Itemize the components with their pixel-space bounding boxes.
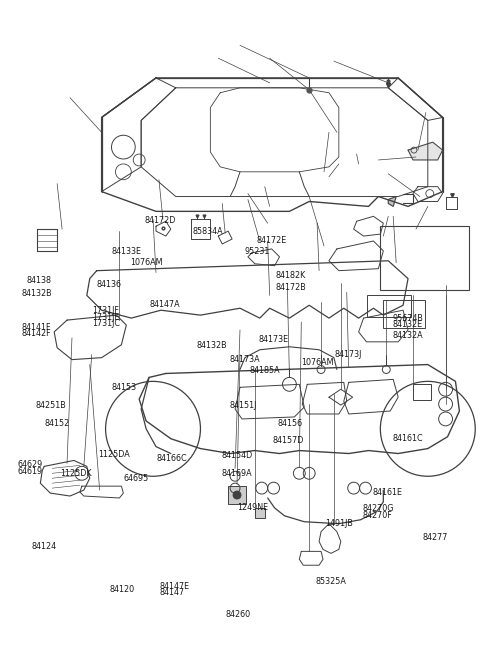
Text: 84120: 84120 (109, 585, 135, 594)
Bar (255, 508, 264, 517)
Bar (228, 486, 246, 504)
Text: 1731JC: 1731JC (92, 319, 120, 328)
Text: 84172B: 84172B (276, 283, 306, 292)
Text: 84124: 84124 (31, 542, 56, 551)
Text: 64629: 64629 (18, 460, 43, 469)
Bar (384, 301, 425, 328)
Text: 84156: 84156 (278, 419, 303, 428)
Text: 1731JE: 1731JE (92, 312, 120, 322)
Text: 84136: 84136 (96, 280, 122, 290)
Text: 84169A: 84169A (221, 470, 252, 478)
Polygon shape (408, 142, 443, 160)
Bar (367, 295, 411, 317)
Text: 84161C: 84161C (393, 434, 423, 443)
Text: 84185A: 84185A (250, 365, 280, 375)
Text: 84132B: 84132B (22, 290, 52, 298)
Text: 84173A: 84173A (229, 356, 260, 364)
Text: 84277: 84277 (423, 533, 448, 542)
Text: 84147E: 84147E (159, 582, 190, 591)
Text: 84152: 84152 (45, 419, 70, 428)
Polygon shape (388, 196, 396, 206)
Text: 84161E: 84161E (373, 488, 403, 497)
Text: 1076AM: 1076AM (301, 358, 333, 367)
Text: 84172D: 84172D (144, 215, 176, 225)
Text: 84132B: 84132B (196, 341, 227, 350)
Text: 95674B: 95674B (393, 314, 424, 323)
Text: 84133E: 84133E (112, 246, 142, 255)
Text: 85325A: 85325A (316, 577, 347, 586)
Text: 85834A: 85834A (192, 227, 223, 236)
Text: 64619: 64619 (18, 467, 43, 476)
Text: 84138: 84138 (26, 276, 51, 286)
Text: 84147A: 84147A (150, 300, 180, 309)
Text: 1731JF: 1731JF (92, 306, 119, 315)
Text: 84251B: 84251B (36, 401, 67, 409)
Text: 84166C: 84166C (157, 454, 188, 463)
Text: 84151J: 84151J (229, 401, 257, 409)
Text: 84173J: 84173J (335, 350, 362, 359)
Text: 84157D: 84157D (272, 436, 304, 445)
Text: 84141F: 84141F (22, 323, 51, 332)
Text: 1125DA: 1125DA (97, 450, 130, 459)
Text: 84172E: 84172E (256, 236, 287, 245)
Bar (380, 226, 469, 290)
Text: 84173E: 84173E (258, 335, 288, 344)
Text: 84142F: 84142F (22, 329, 51, 339)
Text: 84132E: 84132E (393, 320, 423, 329)
Text: 84154D: 84154D (221, 451, 252, 460)
Text: 1249NE: 1249NE (238, 503, 269, 512)
Text: 84260: 84260 (225, 610, 250, 620)
Text: 84270F: 84270F (362, 511, 392, 520)
Text: 64695: 64695 (124, 474, 149, 483)
Text: 84182K: 84182K (276, 271, 306, 280)
Text: 1491JB: 1491JB (325, 519, 353, 527)
Text: 95231: 95231 (245, 246, 270, 255)
Text: 84153: 84153 (112, 383, 137, 392)
Bar (413, 384, 431, 400)
Text: 1125DK: 1125DK (60, 470, 91, 478)
Text: 84270G: 84270G (362, 504, 394, 514)
Circle shape (233, 491, 241, 499)
Text: 84147: 84147 (159, 588, 184, 597)
Text: 84132A: 84132A (393, 331, 423, 340)
Text: 1076AM: 1076AM (130, 258, 162, 267)
